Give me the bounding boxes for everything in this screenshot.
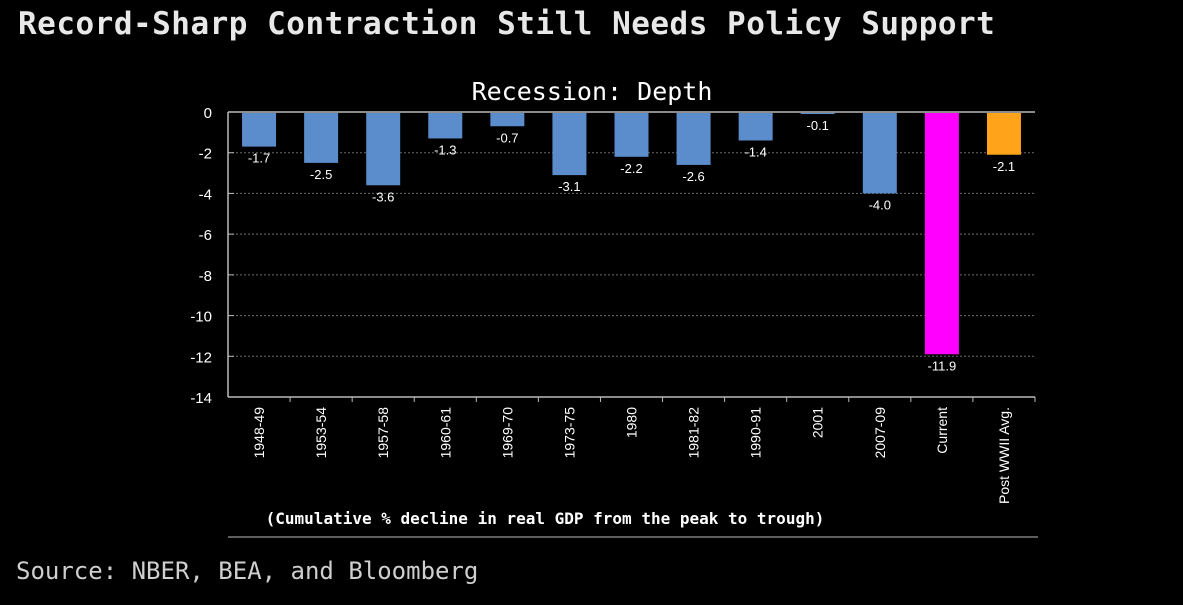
y-tick-label: -14 (190, 390, 212, 407)
data-label: -11.9 (928, 358, 957, 373)
data-label: -2.6 (682, 169, 704, 184)
x-axis-label: (Cumulative % decline in real GDP from t… (266, 509, 825, 528)
x-tick-label: 2007-09 (872, 407, 888, 459)
page-title: Record-Sharp Contraction Still Needs Pol… (18, 6, 996, 42)
bar (242, 113, 277, 147)
x-tick-label: 1969-70 (499, 407, 515, 459)
y-tick-label: -12 (190, 349, 212, 366)
data-label: -0.7 (496, 130, 518, 145)
data-label: -3.1 (558, 179, 580, 194)
bar (552, 113, 587, 176)
grid-lines (228, 152, 1035, 398)
data-label: -1.4 (744, 145, 766, 160)
x-tick-label: 1973-75 (561, 407, 577, 459)
bars (242, 113, 1021, 355)
chart-title: Recession: Depth (472, 77, 713, 106)
y-tick-label: -10 (190, 309, 212, 326)
y-tick-label: -8 (199, 268, 212, 285)
bar (304, 113, 339, 163)
x-tick-label: 1981-82 (686, 407, 702, 459)
bar (862, 113, 897, 194)
x-tick-label: 1957-58 (375, 407, 391, 459)
data-label: -3.6 (372, 189, 394, 204)
bar (924, 113, 959, 355)
bar (800, 113, 835, 115)
y-tick-label: -6 (199, 227, 212, 244)
x-tick-label: Current (934, 407, 950, 454)
x-tick-label: Post WWII Avg. (996, 407, 1012, 504)
x-tick-label: 1960-61 (437, 407, 453, 459)
value-labels: -1.7 -2.5 -3.6 -1.3 -0.7 -3.1 -2.2 -2.6 -1.4 -0.1… (248, 118, 1015, 373)
data-label: -2.5 (310, 167, 332, 182)
data-label: -4.0 (869, 197, 891, 212)
source-note: Source: NBER, BEA, and Bloomberg (16, 557, 479, 585)
recession-depth-chart: Recession: Depth -1.7 -2.5 -3.6 -1.3 -0.7 -3.… (190, 77, 1038, 538)
tick-labels: 0 -2 -4 -6 -8 -10 -12 -14 1948-49 1953-54 1957-58 1… (190, 105, 1012, 504)
y-tick-label: -4 (199, 186, 212, 203)
bar (614, 113, 649, 157)
y-tick-label: -2 (199, 146, 212, 163)
y-tick-label: 0 (204, 105, 212, 122)
x-tick-label: 1953-54 (313, 407, 329, 459)
bar (366, 113, 401, 186)
x-tick-label: 1990-91 (748, 407, 764, 459)
x-tick-label: 2001 (810, 407, 826, 438)
bar (490, 113, 525, 127)
bar (428, 113, 463, 139)
x-tick-label: 1948-49 (251, 407, 267, 459)
data-label: -1.7 (248, 151, 270, 166)
axes (227, 111, 1038, 538)
bar (986, 113, 1021, 155)
bar (676, 113, 711, 165)
x-tick-label: 1980 (624, 407, 640, 438)
data-label: -2.2 (620, 161, 642, 176)
data-label: -2.1 (993, 159, 1015, 174)
data-label: -0.1 (807, 118, 829, 133)
bar (738, 113, 773, 141)
data-label: -1.3 (434, 142, 456, 157)
